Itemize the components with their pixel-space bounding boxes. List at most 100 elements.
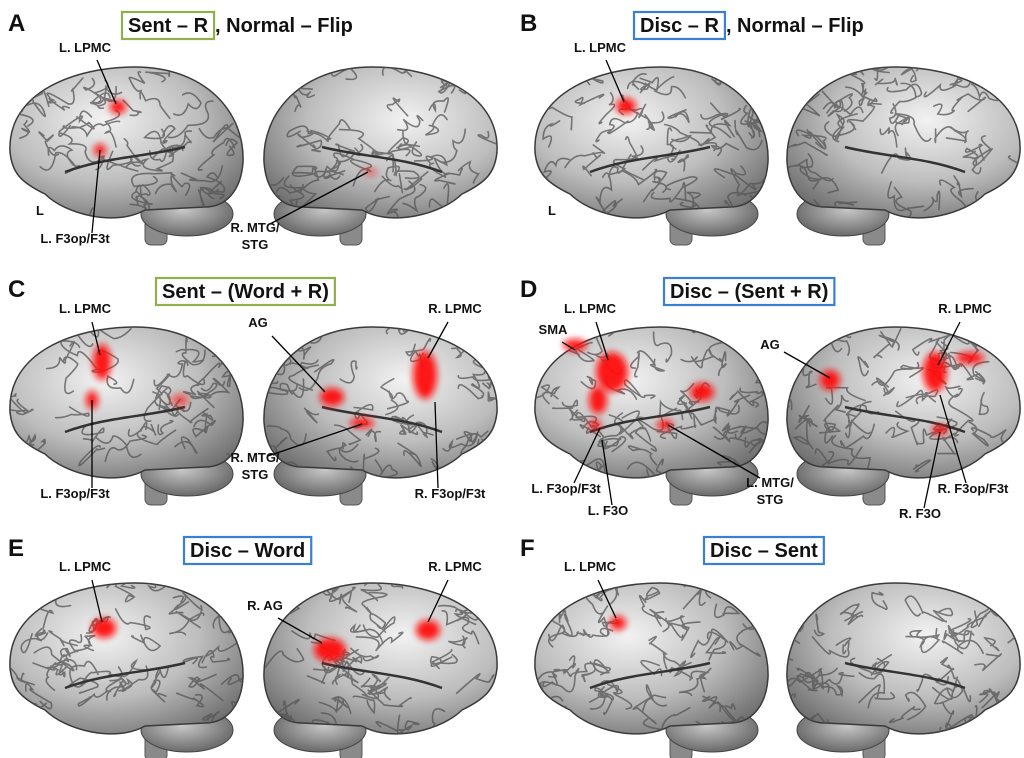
brain <box>231 299 507 505</box>
sulcus <box>793 567 807 608</box>
region-label: R. AG <box>247 598 283 613</box>
region-label: R. F3op/F3t <box>415 486 486 501</box>
sulcus <box>6 73 22 91</box>
hemisphere-label: L <box>548 203 556 218</box>
brain <box>775 311 1024 505</box>
sulcus <box>225 317 250 331</box>
cortex <box>787 583 1020 734</box>
activation <box>616 98 636 114</box>
brain <box>780 43 1024 245</box>
region-label: L. F3op/F3t <box>531 481 601 496</box>
sulcus <box>489 86 507 107</box>
region-label: R. F3O <box>899 506 941 521</box>
activation <box>657 420 673 430</box>
region-label: L. LPMC <box>59 40 112 55</box>
activation <box>93 344 111 380</box>
brain <box>767 567 1024 758</box>
sulcus <box>998 710 1012 720</box>
sulcus <box>219 316 237 336</box>
sulcus <box>231 349 271 374</box>
brain <box>533 567 780 758</box>
sulcus <box>42 582 58 592</box>
panel-letter: D <box>520 276 537 303</box>
sulcus <box>0 192 12 204</box>
sulcus <box>1001 447 1024 461</box>
cortex <box>10 583 243 734</box>
activation <box>363 168 377 176</box>
sulcus <box>230 596 248 608</box>
region-label: SMA <box>539 322 569 337</box>
region-label: STG <box>757 492 784 507</box>
region-label: L. LPMC <box>59 559 112 574</box>
sulcus <box>546 713 570 731</box>
region-label: L. MTG/ <box>746 475 794 490</box>
activation <box>171 394 189 406</box>
region-label: L. F3O <box>588 503 628 518</box>
sulcus <box>991 720 1013 738</box>
sulcus <box>806 67 826 81</box>
region-label: R. F3op/F3t <box>938 481 1009 496</box>
sulcus <box>818 314 850 337</box>
sulcus <box>209 324 236 338</box>
activation <box>92 618 116 638</box>
sulcus <box>522 133 535 155</box>
activation <box>610 616 626 630</box>
sulcus <box>570 63 603 84</box>
activation <box>690 383 714 401</box>
sulcus <box>219 346 238 367</box>
sulcus <box>206 583 223 604</box>
sulcus <box>1002 79 1024 93</box>
sulcus <box>184 49 214 69</box>
region-label: R. MTG/ <box>230 450 279 465</box>
panel-letter: E <box>8 535 24 562</box>
sulcus <box>8 596 31 612</box>
sulcus <box>306 576 330 590</box>
sulcus <box>208 314 228 334</box>
region-label: AG <box>760 337 780 352</box>
panel-letter: A <box>8 10 25 37</box>
activation <box>923 352 947 392</box>
panel-title-boxed: Sent – (Word + R) <box>162 281 329 303</box>
region-label: STG <box>242 237 269 252</box>
page: {"panels": [ {"letter": "A", "title_boxe… <box>0 0 1024 758</box>
activation <box>413 351 437 399</box>
sulcus <box>940 43 968 72</box>
activation <box>589 386 607 414</box>
hemisphere-label: L <box>36 203 44 218</box>
region-label: R. LPMC <box>938 301 992 316</box>
panel-title-rest: , Normal – Flip <box>726 15 864 37</box>
activation <box>956 352 984 364</box>
brain <box>264 557 531 758</box>
cortex <box>535 583 768 734</box>
brain <box>0 574 261 758</box>
panel-title-boxed: Disc – Sent <box>710 540 818 562</box>
sulcus <box>266 68 301 88</box>
activation <box>110 100 126 114</box>
panel-title-boxed: Sent – R <box>128 15 209 37</box>
sulcus <box>958 574 978 589</box>
sulcus <box>1010 177 1024 190</box>
sulcus <box>0 72 19 94</box>
sulcus <box>46 464 62 486</box>
sulcus <box>470 75 499 90</box>
body: A Sent – R , Normal – Flip L L. LPMC L. F3op/… <box>0 0 1024 758</box>
panel-title-boxed: Disc – R <box>640 15 719 37</box>
sulcus <box>455 581 474 597</box>
region-label: L. F3op/F3t <box>40 231 110 246</box>
panel-title-rest: , Normal – Flip <box>215 15 353 37</box>
sulcus <box>995 590 1019 606</box>
sulcus <box>31 323 44 345</box>
cortex <box>264 583 497 734</box>
sulcus <box>48 726 70 737</box>
sulcus <box>480 716 496 739</box>
sulcus <box>8 587 36 598</box>
brain <box>257 53 509 245</box>
sulcus <box>220 342 232 353</box>
activation <box>596 352 628 392</box>
region-label: R. LPMC <box>428 301 482 316</box>
sulcus <box>497 131 510 145</box>
sulcus <box>220 59 242 78</box>
sulcus <box>1004 575 1020 608</box>
activation <box>416 620 440 640</box>
sulcus <box>728 48 750 68</box>
